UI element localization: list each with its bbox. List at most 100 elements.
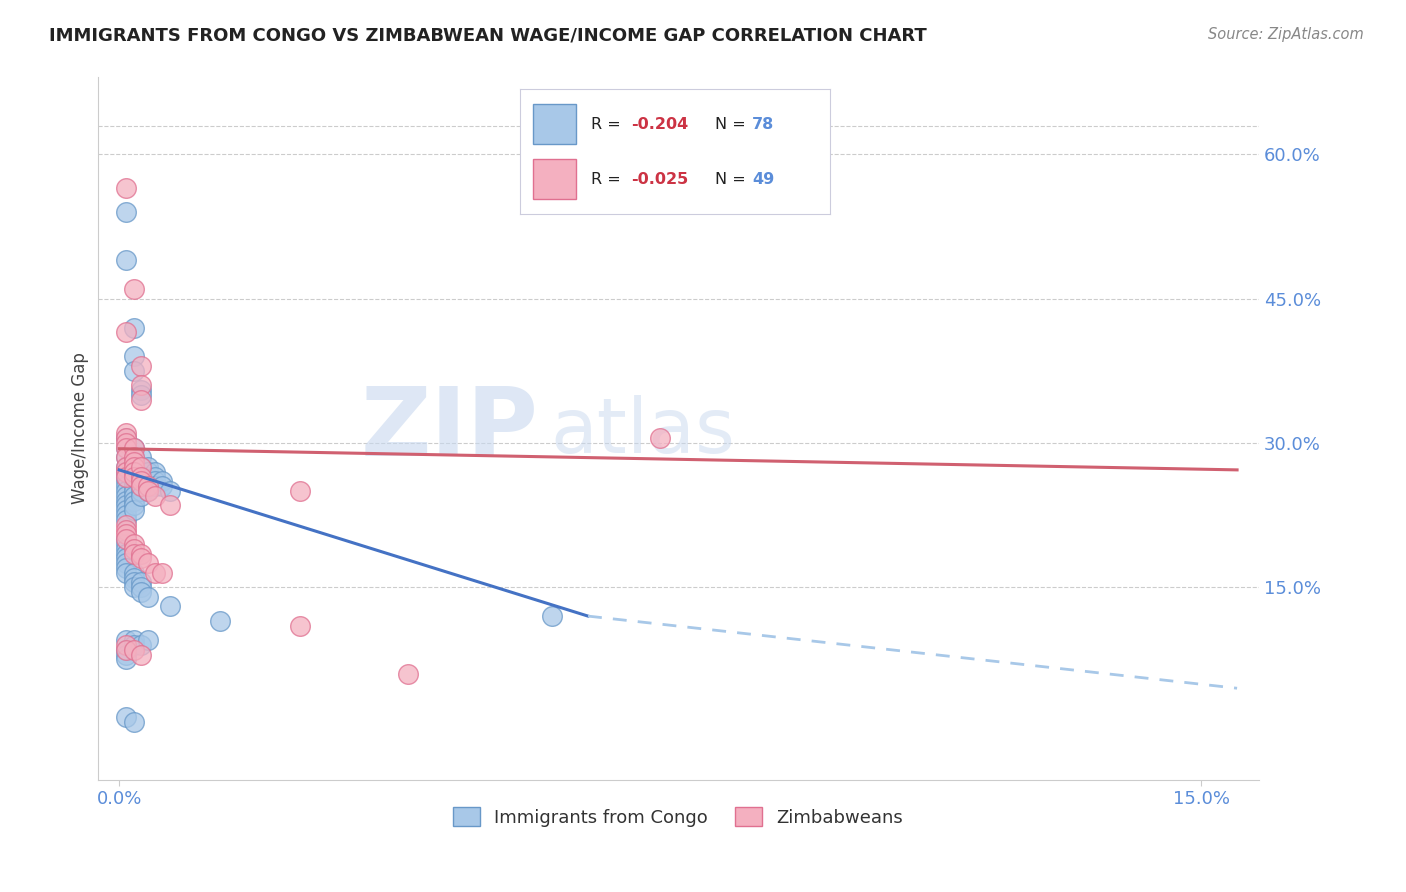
Point (115, 499, 138, 513)
Point (122, 282, 145, 296)
Point (115, 547, 138, 561)
Text: N =: N = (716, 171, 751, 186)
Point (136, 479, 159, 493)
Point (129, 450, 152, 465)
Text: IMMIGRANTS FROM CONGO VS ZIMBABWEAN WAGE/INCOME GAP CORRELATION CHART: IMMIGRANTS FROM CONGO VS ZIMBABWEAN WAGE… (49, 27, 927, 45)
Point (115, 475, 138, 489)
Point (122, 642, 145, 657)
Point (122, 566, 145, 580)
Text: -0.025: -0.025 (631, 171, 689, 186)
Point (115, 450, 138, 465)
Text: N =: N = (716, 117, 751, 132)
Point (143, 489, 166, 503)
Text: -0.204: -0.204 (631, 117, 689, 132)
Point (129, 378, 152, 392)
Point (122, 350, 145, 364)
Point (115, 489, 138, 503)
Point (129, 460, 152, 475)
Point (129, 479, 152, 493)
Point (122, 479, 145, 493)
Point (115, 431, 138, 445)
Point (115, 523, 138, 537)
Point (129, 489, 152, 503)
Point (152, 479, 174, 493)
Point (143, 566, 166, 580)
Point (115, 551, 138, 566)
Point (129, 648, 152, 662)
Point (122, 320, 145, 334)
Point (115, 326, 138, 340)
Text: 78: 78 (752, 117, 775, 132)
Point (115, 648, 138, 662)
Point (115, 465, 138, 479)
Point (122, 575, 145, 590)
Point (115, 556, 138, 570)
Point (129, 638, 152, 652)
Point (122, 364, 145, 378)
Point (122, 503, 145, 517)
Point (122, 489, 145, 503)
FancyBboxPatch shape (533, 159, 576, 199)
Y-axis label: Wage/Income Gap: Wage/Income Gap (72, 352, 89, 505)
Point (136, 469, 159, 483)
Text: R =: R = (592, 117, 626, 132)
Point (122, 493, 145, 508)
Point (115, 642, 138, 657)
Point (129, 465, 152, 479)
Point (159, 499, 181, 513)
Text: R =: R = (592, 171, 626, 186)
Point (129, 392, 152, 407)
Point (115, 532, 138, 546)
Point (115, 484, 138, 499)
Point (122, 547, 145, 561)
Legend: Immigrants from Congo, Zimbabweans: Immigrants from Congo, Zimbabweans (446, 800, 911, 834)
Point (115, 652, 138, 666)
Point (115, 532, 138, 546)
Point (129, 585, 152, 599)
Point (129, 460, 152, 475)
Point (115, 710, 138, 724)
Point (129, 383, 152, 397)
Point (129, 484, 152, 499)
Point (122, 638, 145, 652)
Point (115, 508, 138, 522)
Point (122, 714, 145, 729)
Point (122, 465, 145, 479)
Point (115, 460, 138, 475)
Text: 49: 49 (752, 171, 775, 186)
Point (115, 460, 138, 475)
Point (129, 388, 152, 402)
Point (115, 441, 138, 455)
Text: ZIP: ZIP (361, 382, 538, 475)
Point (136, 633, 159, 648)
Point (115, 469, 138, 483)
Point (209, 614, 232, 628)
Point (115, 479, 138, 493)
Point (122, 633, 145, 648)
Point (136, 460, 159, 475)
Point (122, 441, 145, 455)
Point (115, 633, 138, 648)
Point (129, 479, 152, 493)
Point (122, 460, 145, 475)
Point (115, 566, 138, 580)
Point (129, 580, 152, 594)
Point (122, 450, 145, 465)
Point (129, 547, 152, 561)
Point (115, 465, 138, 479)
FancyBboxPatch shape (533, 104, 576, 145)
Point (115, 541, 138, 556)
Point (115, 253, 138, 268)
Point (129, 551, 152, 566)
Text: Source: ZipAtlas.com: Source: ZipAtlas.com (1208, 27, 1364, 42)
Point (143, 479, 166, 493)
Point (136, 465, 159, 479)
Point (122, 571, 145, 585)
Point (122, 541, 145, 556)
Point (143, 475, 166, 489)
Point (122, 460, 145, 475)
Point (115, 513, 138, 527)
Point (115, 561, 138, 575)
Point (122, 484, 145, 499)
Point (115, 441, 138, 455)
